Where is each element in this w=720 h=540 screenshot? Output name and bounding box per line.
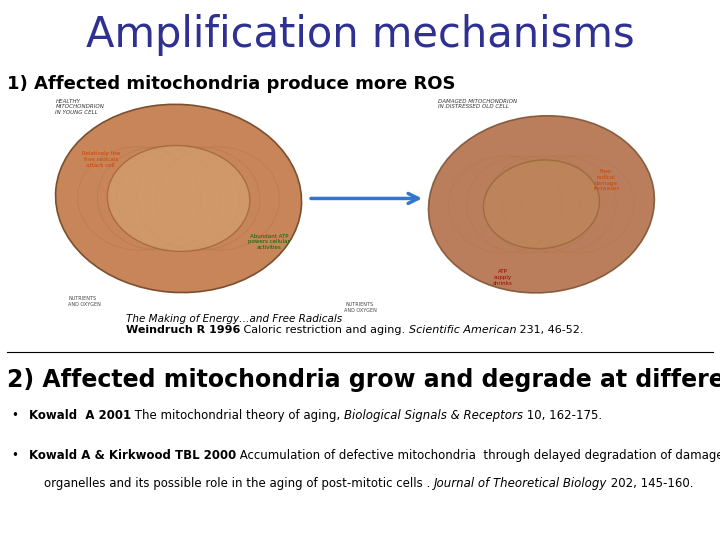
Text: Relatively few
free radicals
attack cell: Relatively few free radicals attack cell (81, 151, 120, 168)
Text: Scientific American: Scientific American (409, 325, 516, 335)
Text: ATP
supply
shrinks: ATP supply shrinks (492, 269, 513, 286)
Text: Abundant ATP
powers cellular
activities: Abundant ATP powers cellular activities (248, 234, 290, 250)
Text: DAMAGED MITOCHONDRION
IN DISTRESSED OLD CELL: DAMAGED MITOCHONDRION IN DISTRESSED OLD … (438, 99, 517, 110)
Text: The mitochondrial theory of aging,: The mitochondrial theory of aging, (131, 409, 344, 422)
Text: Weindruch R 1996: Weindruch R 1996 (126, 325, 240, 335)
Text: 10, 162-175.: 10, 162-175. (523, 409, 602, 422)
Text: Biological Signals & Receptors: Biological Signals & Receptors (344, 409, 523, 422)
Text: organelles and its possible role in the aging of post-mitotic cells .: organelles and its possible role in the … (29, 477, 433, 490)
Text: 202, 145-160.: 202, 145-160. (607, 477, 693, 490)
Text: Accumulation of defective mitochondria  through delayed degradation of damaged: Accumulation of defective mitochondria t… (236, 449, 720, 462)
Ellipse shape (55, 104, 302, 293)
Text: 2) Affected mitochondria grow and degrade at different rates: 2) Affected mitochondria grow and degrad… (7, 368, 720, 392)
Text: HEALTHY
MITOCHONDRION
IN YOUNG CELL: HEALTHY MITOCHONDRION IN YOUNG CELL (55, 99, 104, 115)
Text: NUTRIENTS
AND OXYGEN: NUTRIENTS AND OXYGEN (343, 302, 377, 313)
Text: 231, 46-52.: 231, 46-52. (516, 325, 584, 335)
Text: •: • (11, 409, 18, 422)
Text: Kowald  A 2001: Kowald A 2001 (29, 409, 131, 422)
Ellipse shape (107, 145, 250, 252)
Text: 1) Affected mitochondria produce more ROS: 1) Affected mitochondria produce more RO… (7, 75, 456, 92)
Text: Amplification mechanisms: Amplification mechanisms (86, 14, 634, 56)
Text: Caloric restriction and aging.: Caloric restriction and aging. (240, 325, 409, 335)
Text: Kowald A & Kirkwood TBL 2000: Kowald A & Kirkwood TBL 2000 (29, 449, 236, 462)
Text: •: • (11, 449, 18, 462)
Text: Journal of Theoretical Biology: Journal of Theoretical Biology (433, 477, 607, 490)
Ellipse shape (428, 116, 654, 293)
Text: NUTRIENTS
AND OXYGEN: NUTRIENTS AND OXYGEN (68, 296, 102, 307)
Ellipse shape (483, 160, 600, 248)
Text: Free-
radical
damage
increases: Free- radical damage increases (593, 169, 619, 192)
Text: The Making of Energy…and Free Radicals: The Making of Energy…and Free Radicals (126, 314, 342, 325)
